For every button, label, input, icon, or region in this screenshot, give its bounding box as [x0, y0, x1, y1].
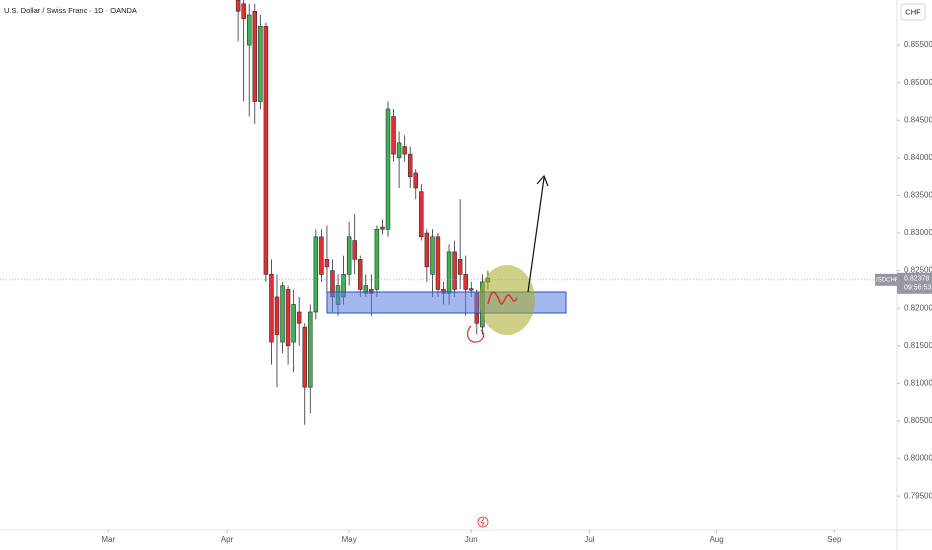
- candle-body: [419, 191, 424, 238]
- arrow-line: [527, 177, 545, 293]
- candle-body: [385, 108, 391, 230]
- y-tick-label: 0.81500: [904, 341, 932, 350]
- x-tick-label: Jul: [584, 535, 594, 544]
- hook-mark: [467, 325, 485, 343]
- candle-body: [463, 274, 468, 290]
- candle-body: [469, 288, 474, 291]
- candle-body: [413, 172, 418, 189]
- candle-body: [302, 326, 307, 388]
- candle-body: [430, 236, 435, 275]
- candle-body: [346, 236, 352, 275]
- y-tick-label: 0.84500: [904, 115, 932, 124]
- candle-body: [396, 142, 402, 159]
- projection-wave: [487, 291, 518, 305]
- y-tick-label: 0.83500: [904, 191, 932, 200]
- y-tick-label: 0.83000: [904, 228, 932, 237]
- event-icon[interactable]: [477, 516, 489, 528]
- y-tick-label: 0.81000: [904, 379, 932, 388]
- symbol-label: USDCHF: [874, 277, 899, 283]
- candle-body: [424, 232, 430, 268]
- y-tick-label: 0.84000: [904, 153, 932, 162]
- currency-box[interactable]: [900, 3, 926, 21]
- x-tick-label: Jun: [465, 535, 478, 544]
- candle-body: [407, 153, 413, 177]
- price-badge: [897, 272, 932, 294]
- candle-body: [319, 236, 324, 275]
- candle-body: [274, 296, 280, 335]
- x-tick-label: Apr: [221, 535, 234, 544]
- candle-body: [258, 26, 263, 102]
- candle-body: [241, 3, 246, 20]
- last-price-label: 0.82378: [904, 276, 929, 283]
- y-tick-label: 0.82000: [904, 303, 932, 312]
- highlight-circle: [479, 265, 535, 335]
- candle-body: [374, 228, 380, 290]
- currency-label: CHF: [905, 7, 921, 16]
- candle-body: [291, 304, 296, 343]
- candle-body: [269, 274, 274, 343]
- candle-body: [358, 259, 363, 290]
- y-tick-label: 0.82500: [904, 266, 932, 275]
- x-tick-label: Sep: [827, 535, 842, 544]
- candle-body: [402, 146, 407, 155]
- candle-body: [446, 251, 452, 294]
- candle-body: [452, 251, 457, 290]
- candle-body: [235, 0, 241, 12]
- candle-body: [252, 10, 258, 102]
- y-tick-label: 0.85500: [904, 40, 932, 49]
- event-icon-bolt: [480, 517, 485, 527]
- candle-body: [457, 259, 463, 275]
- y-tick-label: 0.79500: [904, 491, 932, 500]
- candle-body: [296, 311, 302, 324]
- candle-body: [313, 236, 319, 313]
- symbol-badge: [875, 273, 897, 286]
- x-tick-label: May: [342, 535, 357, 544]
- y-tick-label: 0.85000: [904, 78, 932, 87]
- candle-body: [391, 116, 396, 155]
- chart-title: U.S. Dollar / Swiss Franc · 1D · OANDA: [4, 6, 137, 15]
- y-tick-label: 0.80000: [904, 454, 932, 463]
- candle-body: [435, 236, 441, 290]
- candle-body: [324, 259, 330, 268]
- candle-body: [308, 311, 313, 388]
- countdown-label: 09:56:53: [904, 285, 931, 292]
- x-tick-label: Aug: [709, 535, 723, 544]
- x-tick-label: Mar: [101, 535, 115, 544]
- arrow-head: [536, 174, 549, 187]
- candle-body: [263, 26, 269, 275]
- candle-body: [280, 285, 285, 343]
- candle-body: [380, 226, 385, 230]
- y-tick-label: 0.80500: [904, 416, 932, 425]
- candle-body: [285, 289, 291, 347]
- candle-body: [246, 14, 252, 46]
- candle-body: [352, 240, 357, 260]
